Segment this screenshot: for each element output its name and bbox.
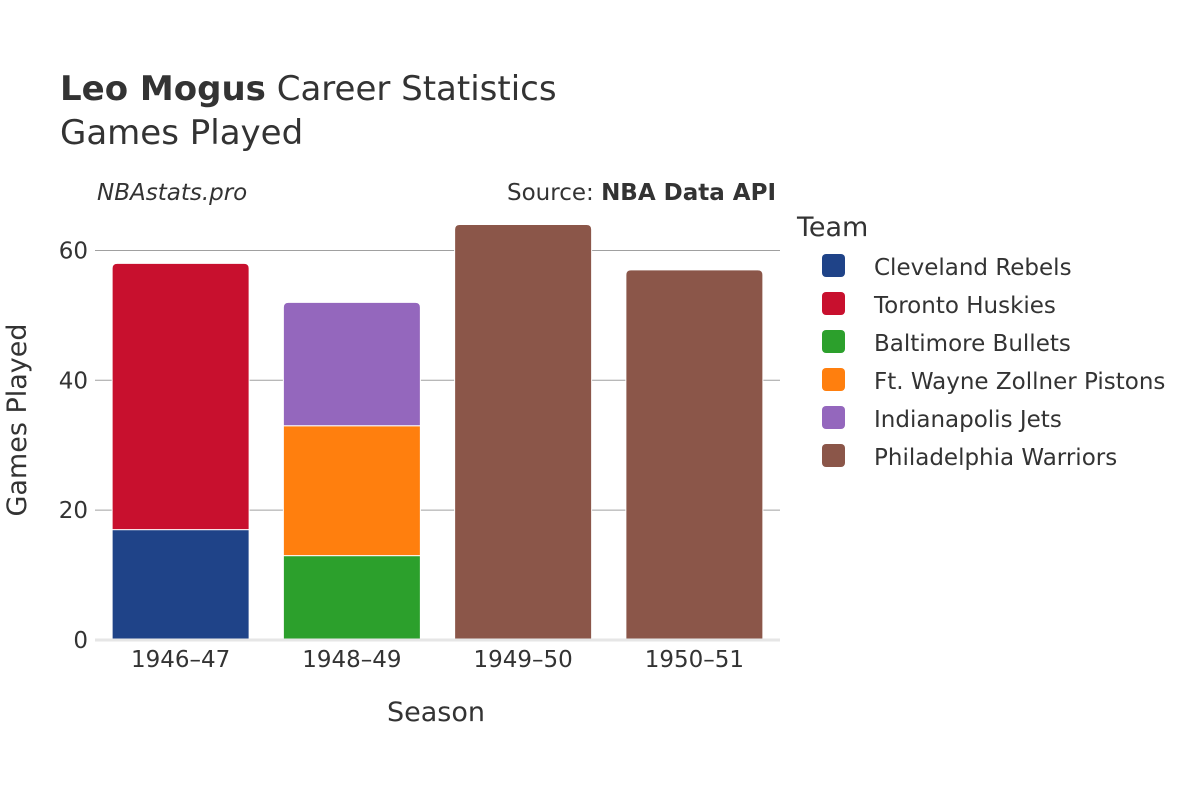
- bars: [111, 223, 764, 641]
- title-player-name: Leo Mogus: [60, 69, 266, 109]
- x-axis-title: Season: [387, 697, 485, 728]
- watermark: NBAstats.pro: [97, 180, 247, 206]
- y-tick-label: 40: [59, 368, 88, 394]
- x-tick-label: 1948–49: [302, 647, 401, 673]
- source-prefix: Source:: [507, 180, 601, 206]
- bar-segment: [282, 425, 421, 557]
- legend-label: Indianapolis Jets: [874, 407, 1062, 433]
- chart-title: Leo Mogus Career Statistics: [60, 69, 557, 109]
- x-tick-label: 1950–51: [645, 647, 744, 673]
- bar-segment: [625, 269, 764, 641]
- legend-swatch: [822, 254, 845, 277]
- legend-swatch: [822, 444, 845, 467]
- x-tick-label: 1946–47: [131, 647, 230, 673]
- x-tick-labels: 1946–47 1948–49 1949–50 1950–51: [131, 647, 744, 673]
- bar-segment: [282, 555, 421, 641]
- legend-label: Cleveland Rebels: [874, 255, 1072, 281]
- y-tick-label: 20: [59, 498, 88, 524]
- bar-segment: [111, 529, 250, 641]
- y-tick-label: 0: [73, 628, 88, 654]
- y-axis-title: Games Played: [2, 323, 33, 516]
- source-name: NBA Data API: [601, 180, 776, 206]
- x-tick-label: 1949–50: [473, 647, 572, 673]
- legend-title: Team: [796, 212, 868, 243]
- bar-segment: [282, 301, 421, 427]
- legend-swatch: [822, 406, 845, 429]
- legend-label: Baltimore Bullets: [874, 331, 1071, 357]
- legend-swatch: [822, 368, 845, 391]
- legend-label: Philadelphia Warriors: [874, 445, 1117, 471]
- legend: Cleveland Rebels Toronto Huskies Baltimore…: [822, 254, 1165, 471]
- legend-swatch: [822, 330, 845, 353]
- source-credit: Source: NBA Data API: [507, 180, 776, 206]
- legend-label: Toronto Huskies: [873, 293, 1056, 319]
- bar-segment: [454, 223, 593, 641]
- bar-segment: [111, 262, 250, 531]
- y-tick-label: 60: [59, 238, 88, 264]
- legend-label: Ft. Wayne Zollner Pistons: [874, 369, 1165, 395]
- title-rest: Career Statistics: [266, 69, 557, 109]
- legend-swatch: [822, 292, 845, 315]
- chart-subtitle: Games Played: [60, 113, 303, 153]
- y-tick-labels: 0 20 40 60: [59, 238, 88, 654]
